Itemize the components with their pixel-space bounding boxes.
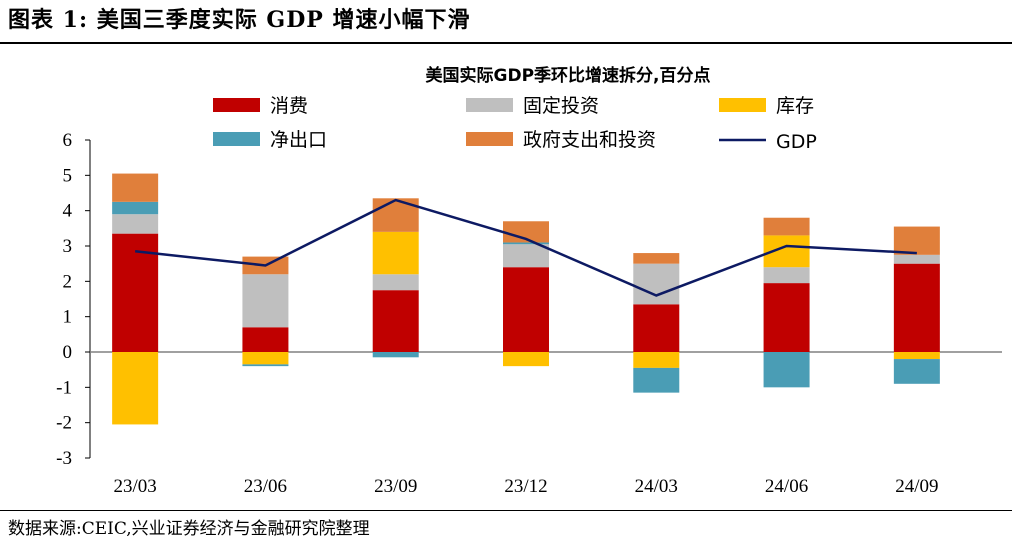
- top-rule: [0, 42, 1012, 44]
- bar-fixed_investment-23-03: [112, 214, 159, 234]
- y-tick-label: -3: [56, 448, 72, 469]
- bar-inventory-24-09: [893, 352, 940, 360]
- legend-swatch-net_exports: [213, 132, 260, 146]
- bar-inventory-23-09: [372, 231, 419, 275]
- bar-fixed_investment-24-03: [633, 263, 680, 305]
- bar-consumption-24-03: [633, 304, 680, 352]
- x-tick-label: 23/06: [244, 476, 287, 497]
- chart-title: 美国实际GDP季环比增速拆分,百分点: [426, 65, 711, 86]
- bar-net_exports-23-06: [242, 364, 289, 367]
- bar-fixed_investment-24-09: [893, 254, 940, 264]
- y-tick-label: 5: [63, 165, 73, 186]
- x-tick-label: 23/03: [114, 476, 157, 497]
- y-tick-label: 6: [63, 130, 73, 151]
- legend-swatch-inventory: [719, 98, 766, 112]
- x-tick-label: 23/12: [504, 476, 547, 497]
- bar-inventory-24-03: [633, 352, 680, 368]
- bar-net_exports-24-06: [763, 352, 810, 388]
- bar-fixed_investment-23-12: [503, 244, 549, 268]
- bar-inventory-23-12: [503, 352, 549, 367]
- y-tick-label: -1: [56, 377, 72, 398]
- figure-label: 图表 1:: [8, 7, 89, 33]
- bottom-rule: [0, 510, 1012, 511]
- gdp-line-group: [135, 198, 917, 297]
- x-tick-label: 24/03: [635, 476, 678, 497]
- bar-consumption-24-09: [893, 263, 940, 352]
- bar-government-23-12: [503, 221, 549, 243]
- bar-net_exports-24-03: [633, 367, 680, 393]
- source-note: 数据来源:CEIC,兴业证券经济与金融研究院整理: [8, 519, 370, 539]
- legend-label-net_exports: 净出口: [270, 129, 327, 151]
- bars: [112, 173, 940, 425]
- legend-label-gdp: GDP: [776, 131, 817, 153]
- x-tick-label: 23/09: [374, 476, 417, 497]
- y-tick-label: 4: [63, 201, 73, 222]
- legend-label-consumption: 消费: [270, 95, 308, 117]
- bar-fixed_investment-24-06: [763, 267, 810, 284]
- bar-consumption-23-09: [372, 290, 419, 352]
- bar-consumption-23-12: [503, 267, 549, 352]
- y-tick-label: -2: [56, 413, 72, 434]
- legend-swatch-fixed_investment: [466, 98, 513, 112]
- bar-net_exports-23-12: [503, 242, 549, 245]
- bar-government-24-06: [763, 217, 810, 236]
- bar-consumption-24-06: [763, 283, 810, 352]
- legend-swatch-government: [466, 132, 513, 146]
- bar-inventory-23-03: [112, 352, 159, 425]
- bar-government-24-09: [893, 226, 940, 255]
- bar-consumption-23-06: [242, 327, 289, 352]
- legend-label-inventory: 库存: [776, 95, 814, 117]
- gdp-line: [135, 198, 917, 297]
- bar-government-24-03: [633, 253, 680, 264]
- bar-fixed_investment-23-06: [242, 274, 289, 328]
- bar-inventory-23-06: [242, 352, 289, 365]
- x-tick-label: 24/06: [765, 476, 808, 497]
- figure-title-text: 美国三季度实际 GDP 增速小幅下滑: [96, 7, 471, 33]
- legend-label-government: 政府支出和投资: [523, 129, 656, 151]
- y-tick-label: 0: [63, 342, 73, 363]
- figure-title: 图表 1: 美国三季度实际 GDP 增速小幅下滑: [8, 2, 471, 34]
- x-tick-label: 24/09: [895, 476, 938, 497]
- bar-government-23-03: [112, 173, 159, 202]
- y-tick-label: 2: [63, 271, 73, 292]
- bar-net_exports-23-09: [372, 352, 419, 358]
- legend-label-fixed_investment: 固定投资: [523, 95, 599, 117]
- bar-fixed_investment-23-09: [372, 274, 419, 291]
- bar-net_exports-24-09: [893, 359, 940, 384]
- y-tick-label: 3: [63, 236, 73, 257]
- bar-government-23-09: [372, 198, 419, 232]
- bar-net_exports-23-03: [112, 201, 159, 215]
- legend-swatch-consumption: [213, 98, 260, 112]
- y-tick-label: 1: [63, 307, 73, 328]
